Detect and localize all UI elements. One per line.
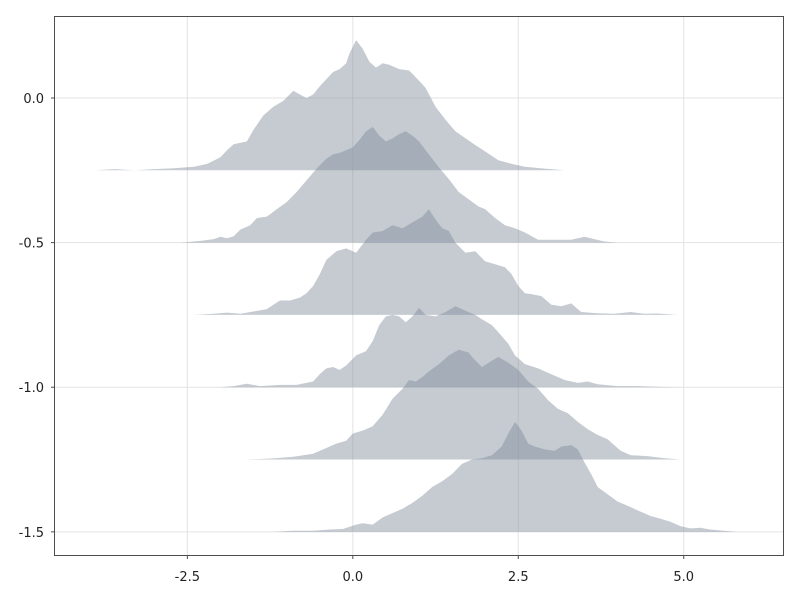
- gridlines: [55, 17, 783, 555]
- density-curve-5: [246, 349, 681, 460]
- x-tick-label-2: 2.5: [508, 570, 529, 585]
- y-tick-label-3: -1.5: [19, 526, 44, 541]
- density-curve-6: [273, 421, 737, 532]
- density-curve-3: [194, 209, 678, 315]
- y-tick-label-0: 0.0: [23, 92, 44, 107]
- x-axis-ticks: -2.5 0.0 2.5 5.0: [175, 555, 694, 585]
- density-curves: [94, 40, 737, 532]
- density-curve-2: [180, 126, 618, 243]
- density-curve-4: [220, 306, 678, 388]
- y-tick-label-2: -1.0: [19, 381, 44, 396]
- plot-frame: [54, 16, 784, 556]
- x-tick-label-0: -2.5: [175, 570, 200, 585]
- density-curve-1: [94, 40, 565, 171]
- y-axis-ticks: 0.0 -0.5 -1.0 -1.5: [19, 92, 55, 541]
- x-tick-label-3: 5.0: [673, 570, 694, 585]
- x-tick-label-1: 0.0: [342, 570, 363, 585]
- y-tick-label-1: -0.5: [19, 237, 44, 252]
